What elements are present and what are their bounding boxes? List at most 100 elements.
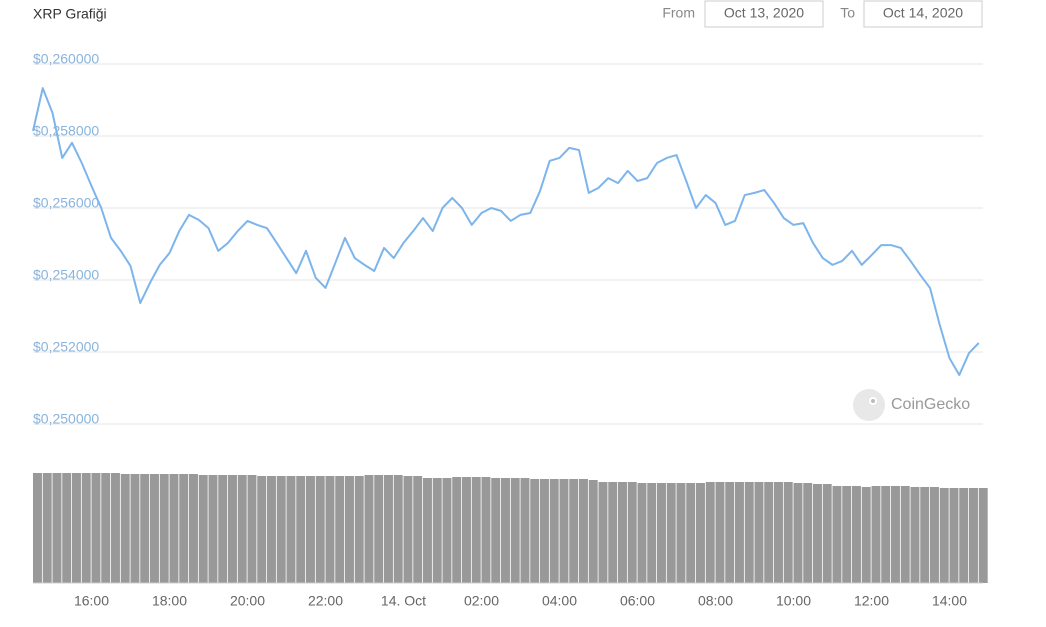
volume-bar: [267, 476, 276, 583]
volume-bar: [637, 483, 647, 583]
x-tick-label: 14. Oct: [381, 593, 426, 609]
x-tick-label: 04:00: [542, 593, 577, 609]
volume-bar: [384, 475, 393, 583]
volume-bar: [423, 478, 432, 583]
from-input[interactable]: [704, 0, 824, 28]
volume-bar: [179, 474, 189, 583]
volume-bar: [33, 473, 42, 583]
volume-bar: [286, 476, 296, 583]
volume-bar: [432, 478, 442, 583]
volume-bar: [237, 475, 247, 583]
volume-bar: [803, 483, 813, 583]
to-date[interactable]: Oct 14, 2020: [883, 5, 963, 21]
volume-bar: [471, 477, 481, 583]
x-tick-label: 22:00: [308, 593, 343, 609]
x-tick-label: 16:00: [74, 593, 109, 609]
volume-bar: [481, 477, 491, 583]
volume-bar: [813, 484, 822, 583]
volume-bar: [754, 482, 764, 583]
volume-bar: [569, 479, 579, 583]
volume-bar: [959, 488, 969, 583]
volume-bar: [257, 476, 267, 583]
volume-bar: [920, 487, 930, 583]
price-line: [32, 87, 980, 377]
volume-bar: [588, 480, 598, 583]
watermark: CoinGecko: [891, 396, 970, 413]
volume-bar: [72, 473, 81, 583]
volume-bar: [228, 475, 237, 583]
x-tick-label: 06:00: [620, 593, 655, 609]
volume-bar: [198, 475, 208, 583]
volume-bar: [501, 478, 510, 583]
volume-bar: [130, 474, 140, 583]
from-label: From: [662, 5, 695, 21]
volume-bar: [832, 486, 842, 583]
volume-bar: [442, 478, 452, 583]
volume-bar: [705, 482, 715, 583]
volume-bar: [354, 476, 364, 583]
volume-bar: [510, 478, 520, 583]
chart-title: XRP Grafiği: [33, 6, 107, 22]
x-tick-label: 12:00: [854, 593, 889, 609]
volume-bar: [159, 474, 169, 583]
volume-bar: [744, 482, 754, 583]
volume-bar: [686, 483, 696, 583]
volume-bar: [462, 477, 471, 583]
volume-bar: [296, 476, 306, 583]
volume-bar: [540, 479, 549, 583]
volume-bar: [150, 474, 159, 583]
volume-bar: [42, 473, 52, 583]
volume-bar: [783, 482, 793, 583]
volume-bar: [62, 473, 72, 583]
volume-bar: [169, 474, 179, 583]
volume-bar: [852, 486, 861, 583]
volume-bar: [335, 476, 345, 583]
y-tick-label: $0,250000: [33, 411, 99, 427]
volume-bar: [598, 482, 608, 583]
volume-bar: [315, 476, 325, 583]
volume-bar: [52, 473, 62, 583]
volume-bar: [647, 483, 657, 583]
from-date[interactable]: Oct 13, 2020: [724, 5, 804, 21]
volume-bar: [413, 476, 423, 583]
volume-bar: [842, 486, 852, 583]
volume-bar: [930, 487, 939, 583]
volume-bar: [491, 478, 501, 583]
volume-bar: [939, 488, 949, 583]
volume-bar: [657, 483, 666, 583]
x-tick-label: 20:00: [230, 593, 265, 609]
volume-bar: [120, 474, 130, 583]
volume-bar: [735, 482, 744, 583]
y-tick-label: $0,260000: [33, 51, 99, 67]
x-tick-label: 18:00: [152, 593, 187, 609]
volume-bar: [579, 479, 588, 583]
volume-bar: [91, 473, 101, 583]
volume-bar: [218, 475, 228, 583]
volume-bar: [520, 478, 530, 583]
y-tick-label: $0,258000: [33, 123, 99, 139]
volume-bar: [881, 486, 891, 583]
volume-bar: [608, 482, 618, 583]
volume-bar: [627, 482, 637, 583]
volume-bar: [861, 487, 871, 583]
volume-bar: [978, 488, 988, 583]
volume-bar: [530, 479, 540, 583]
volume-bar: [393, 475, 403, 583]
volume-bar: [666, 483, 676, 583]
volume-bar: [247, 475, 257, 583]
volume-bar: [452, 477, 462, 583]
volume-bar: [111, 473, 120, 583]
volume-bar: [949, 488, 959, 583]
volume-bar: [208, 475, 218, 583]
volume-bar: [676, 483, 686, 583]
to-label: To: [840, 5, 855, 21]
volume-bar: [793, 483, 803, 583]
x-tick-label: 10:00: [776, 593, 811, 609]
volume-bar: [774, 482, 783, 583]
y-tick-label: $0,254000: [33, 267, 99, 283]
to-input[interactable]: [863, 0, 983, 28]
volume-bar: [725, 482, 735, 583]
volume-bar: [403, 476, 413, 583]
volume-bar: [764, 482, 774, 583]
volume-bar: [101, 473, 111, 583]
